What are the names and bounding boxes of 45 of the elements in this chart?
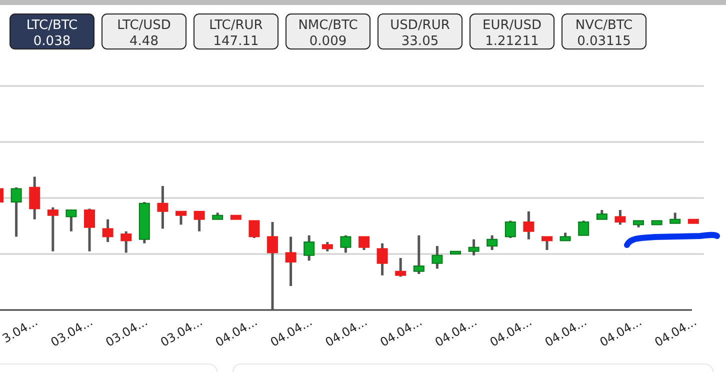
candlestick: [248, 219, 260, 240]
candlestick: [670, 211, 681, 225]
candlestick: [102, 218, 114, 244]
candlestick: [84, 207, 95, 253]
candlestick: [322, 240, 333, 253]
candlestick: [304, 234, 315, 262]
candlestick: [486, 234, 498, 252]
candlestick: [176, 210, 186, 226]
candlestick: [157, 184, 168, 230]
candlestick: [267, 220, 278, 312]
candlestick: [358, 235, 370, 252]
candlestick: [614, 208, 626, 226]
candlestick: [523, 210, 534, 241]
candlestick: [29, 175, 40, 221]
data-label: 147.11: [213, 34, 259, 49]
candlestick: [10, 186, 22, 238]
data-label: 0.009: [309, 34, 347, 49]
candlestick: [47, 206, 58, 253]
candlestick: [340, 234, 352, 254]
candlestick: [596, 208, 608, 221]
candlestick: [542, 235, 552, 252]
x-tick-label: 3.04...: [0, 314, 40, 346]
data-label: 0.03115: [577, 34, 631, 49]
category-label: USD/RUR: [390, 18, 450, 33]
candlestick: [395, 256, 406, 278]
data-label: 1.21211: [485, 34, 539, 49]
candlestick: [504, 219, 516, 240]
candlestick: [578, 219, 590, 237]
candlestick: [285, 235, 296, 288]
candlestick: [413, 234, 424, 276]
category-label: LTC/USD: [117, 18, 171, 33]
data-label: 4.48: [130, 34, 158, 49]
category-label: NVC/BTC: [575, 18, 633, 33]
candlestick: [66, 208, 77, 233]
category-label: LTC/BTC: [26, 18, 78, 33]
category-label: LTC/RUR: [209, 18, 263, 33]
category-label: EUR/USD: [482, 18, 542, 33]
category-label: NMC/BTC: [298, 18, 358, 33]
candlestick: [432, 244, 443, 270]
candlestick: [194, 210, 205, 233]
candlestick: [376, 242, 388, 277]
data-label: 33.05: [401, 34, 439, 49]
candlestick: [120, 230, 132, 254]
candlestick: [468, 238, 480, 257]
data-label: 0.038: [33, 34, 71, 49]
